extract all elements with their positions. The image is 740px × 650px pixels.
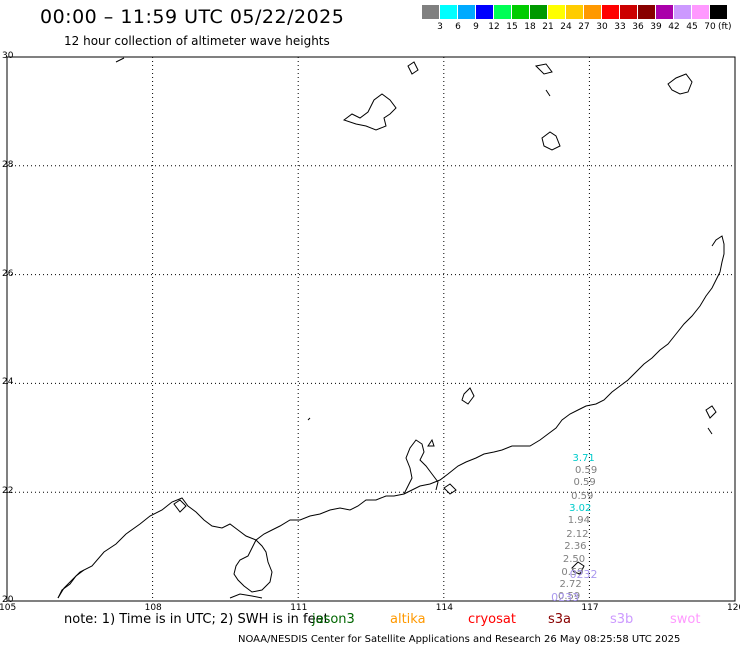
colorbar-swatch [584, 5, 601, 19]
colorbar-label: 9 [473, 22, 479, 32]
lat-tick-label: 28 [2, 159, 14, 170]
lat-tick-label: 30 [2, 51, 14, 61]
colorbar-label: 30 [596, 22, 608, 32]
colorbar-swatch [440, 5, 457, 19]
pass-time-label: 0233 [551, 591, 580, 605]
lat-tick-label: 26 [2, 268, 14, 279]
pass-time-label: 0232 [569, 567, 598, 581]
colorbar-label: 36 [632, 22, 644, 32]
swh-observation: 0.59 [571, 490, 594, 502]
colorbar-label: 33 [614, 22, 626, 32]
lake-4 [407, 61, 419, 75]
map-subtitle: 12 hour collection of altimeter wave hei… [64, 34, 330, 48]
lake-5 [534, 63, 553, 75]
footer-note: note: 1) Time is in UTC; 2) SWH is in fe… [64, 612, 329, 627]
colorbar-label: 24 [560, 22, 572, 32]
colorbar-swatch [494, 5, 511, 19]
coastline-gulf-tonkin [57, 569, 85, 599]
colorbar-label: 42 [668, 22, 680, 32]
colorbar-swatch [530, 5, 547, 19]
colorbar-swatch [422, 5, 439, 19]
colorbar-label: 70 [704, 22, 716, 32]
coastline [57, 57, 725, 599]
mission-legend-item: s3a [548, 612, 572, 627]
coastline-hainan [229, 593, 263, 599]
island-penghu [705, 405, 717, 419]
colorbar-swatch [458, 5, 475, 19]
colorbar-label: 3 [437, 22, 443, 32]
mission-legend-item: swot [670, 612, 701, 627]
mission-legend-item: jason3 [312, 612, 355, 627]
lake-6 [115, 57, 125, 63]
colorbar-swatch [566, 5, 583, 19]
lon-tick-label: 117 [581, 603, 599, 613]
coastline-pearl-river [403, 439, 439, 495]
colorbar-label: 27 [578, 22, 590, 32]
swh-observation: 3.71 [572, 452, 595, 464]
lake-1 [342, 93, 397, 131]
lat-tick-label: 24 [2, 377, 14, 388]
coastline-mainland [57, 235, 725, 599]
colorbar-swatch [692, 5, 709, 19]
colorbar-swatch [656, 5, 673, 19]
lon-tick-label: 120 [727, 603, 740, 613]
lake-7 [545, 89, 551, 97]
lat-tick-label: 22 [2, 486, 14, 497]
colorbar-swatch [620, 5, 637, 19]
island-mid [461, 387, 475, 405]
colorbar-swatch [602, 5, 619, 19]
lat-lon-grid [6, 56, 736, 602]
mission-legend-item: cryosat [468, 612, 516, 627]
mission-legend-item: s3b [610, 612, 634, 627]
colorbar-label: 6 [455, 22, 461, 32]
map-title: 00:00 – 11:59 UTC 05/22/2025 [40, 6, 345, 28]
colorbar-label: 18 [524, 22, 536, 32]
swh-observation: 0.59 [557, 591, 581, 603]
swh-observation: 1.94 [567, 515, 590, 527]
swh-observation: 2.36 [564, 541, 587, 553]
lon-tick-label: 108 [144, 603, 162, 613]
island-guangxi [173, 499, 187, 513]
colorbar-label: 21 [542, 22, 554, 32]
colorbar-swatch [638, 5, 655, 19]
lat-tick-label: 20 [2, 595, 14, 605]
colorbar-label: 15 [506, 22, 518, 32]
swh-observation: 2.50 [562, 554, 586, 566]
lon-tick-label: 111 [290, 603, 308, 613]
island-small-1 [307, 417, 311, 421]
swh-observation: 3.02 [569, 502, 592, 514]
lon-tick-label: 114 [435, 603, 453, 613]
map-frame [6, 56, 736, 602]
swh-observation: 0.59 [573, 477, 596, 489]
colorbar-swatch [710, 5, 727, 19]
lake-2 [541, 131, 561, 151]
swh-observation: 2.72 [559, 579, 582, 591]
footer-credit: NOAA/NESDIS Center for Satellite Applica… [238, 634, 681, 645]
swh-observation: 0.59 [574, 464, 598, 476]
colorbar-swatch [476, 5, 493, 19]
lake-3 [667, 73, 693, 95]
colorbar-swatch [512, 5, 529, 19]
island-pearl-1 [427, 438, 435, 447]
swh-observation: 2.12 [566, 528, 589, 540]
colorbar-label: 12 [488, 22, 500, 32]
mission-legend-item: altika [390, 612, 426, 627]
island-obs [571, 561, 585, 575]
swh-observation: 0.59 [561, 566, 584, 578]
colorbar-unit-label: (ft) [718, 22, 732, 32]
lon-tick-label: 105 [0, 603, 17, 613]
colorbar-label: 45 [686, 22, 698, 32]
colorbar-swatch [548, 5, 565, 19]
colorbar-label: 39 [650, 22, 662, 32]
island-pearl-2 [443, 483, 457, 495]
colorbar-swatch [674, 5, 691, 19]
island-taiwan-tip [707, 427, 713, 435]
coastline-leizhou [233, 539, 273, 593]
